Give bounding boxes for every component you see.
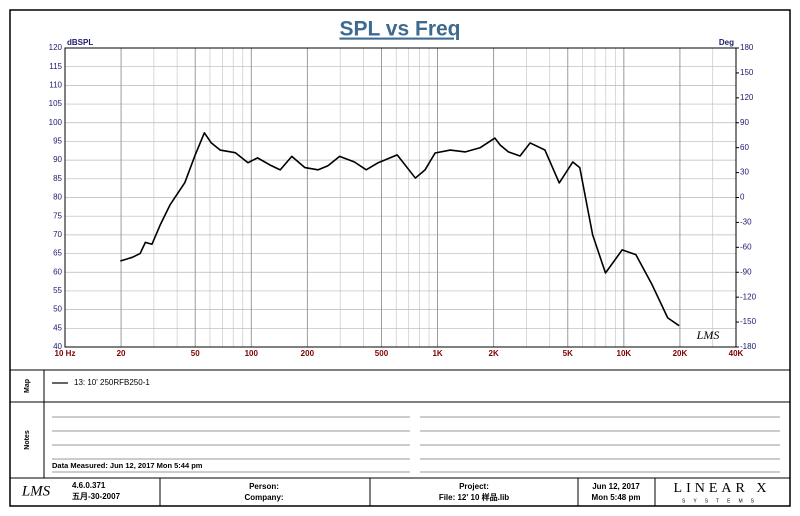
version: 4.6.0.371 (72, 481, 106, 490)
y2-tick-label: 0 (740, 193, 745, 202)
y-tick-label: 115 (49, 62, 62, 71)
y2-axis-label: Deg (719, 38, 734, 47)
y-tick-label: 65 (53, 249, 62, 258)
outer-frame (9, 9, 791, 507)
y-axis-label: dBSPL (67, 38, 93, 47)
x-tick-label: 1K (432, 349, 442, 358)
y-tick-label: 75 (53, 211, 62, 220)
file: File: 12' 10 样品.lib (439, 492, 509, 502)
y2-tick-label: -90 (740, 267, 752, 276)
chart-title: SPL vs Freq (340, 18, 461, 41)
y-tick-label: 55 (53, 286, 62, 295)
y-tick-label: 60 (53, 267, 62, 276)
y-tick-label: 85 (53, 174, 62, 183)
y2-tick-label: 150 (740, 68, 754, 77)
y-tick-label: 95 (53, 137, 62, 146)
x-tick-label: 2K (489, 349, 499, 358)
x-tick-label: 40K (729, 349, 744, 358)
y-tick-label: 45 (53, 323, 62, 332)
footer-dividers (159, 478, 656, 506)
y2-tick-label: 120 (740, 93, 754, 102)
y-tick-label: 120 (49, 43, 63, 52)
y2-tick-label: -150 (740, 317, 757, 326)
y2-tick-label: -30 (740, 218, 752, 227)
y2-tick-label: 30 (740, 168, 749, 177)
notes-lines (52, 416, 780, 473)
x-tick-label: 20 (117, 349, 126, 358)
y-tick-label: 40 (53, 342, 62, 351)
x-tick-label: 20K (673, 349, 688, 358)
plot-border (64, 47, 737, 348)
x-tick-label: 200 (301, 349, 315, 358)
y2-tick-label: -180 (740, 342, 757, 351)
footer-date: Jun 12, 2017 (592, 482, 640, 491)
map-label: Map (24, 379, 31, 393)
y-tick-label: 105 (49, 99, 63, 108)
y-tick-label: 70 (53, 230, 62, 239)
person: Person: (249, 482, 279, 491)
project: Project: (459, 482, 489, 491)
x-tick-label: 100 (245, 349, 259, 358)
y-tick-label: 50 (53, 305, 62, 314)
brand: LINEAR X (674, 481, 771, 496)
footer-time: Mon 5:48 pm (592, 493, 641, 502)
notes-label: Notes (24, 430, 31, 450)
build-date: 五月-30-2007 (72, 492, 121, 501)
notes-date: Data Measured: Jun 12, 2017 Mon 5:44 pm (52, 461, 203, 470)
y-tick-label: 90 (53, 155, 62, 164)
y2-tick-label: -120 (740, 292, 757, 301)
footer-logo: LMS (21, 483, 51, 499)
y2-tick-label: 90 (740, 118, 749, 127)
brand-sub: SYSTEMS (682, 498, 762, 504)
series-line (120, 132, 680, 327)
x-tick-label: 10 Hz (55, 349, 76, 358)
y-tick-label: 80 (53, 193, 62, 202)
y-tick-label: 100 (49, 118, 63, 127)
company: Company: (244, 493, 283, 502)
y2-tick-label: 60 (740, 143, 749, 152)
y2-tick-label: -60 (740, 242, 752, 251)
x-tick-label: 10K (617, 349, 632, 358)
legend-entry: 13: 10' 250RFB250-1 (74, 378, 150, 387)
y2-tick-label: 180 (740, 43, 754, 52)
y-tick-label: 110 (49, 80, 62, 89)
x-tick-label: 500 (375, 349, 389, 358)
annotation: LMS (696, 328, 720, 342)
x-tick-label: 5K (563, 349, 573, 358)
x-tick-label: 50 (191, 349, 200, 358)
